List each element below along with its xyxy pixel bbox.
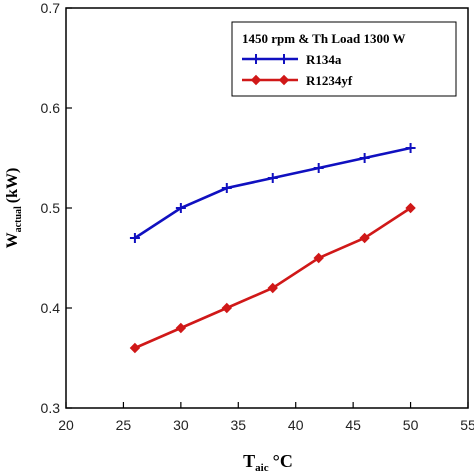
x-tick-label: 40	[288, 417, 304, 433]
data-point	[129, 233, 140, 243]
series-line	[134, 206, 412, 350]
x-tick-label: 45	[345, 417, 361, 433]
y-axis-title: Wactual (kW)	[4, 168, 24, 249]
y-tick-label: 0.7	[41, 0, 61, 16]
x-tick-label: 30	[173, 417, 189, 433]
x-tick-label: 55	[460, 417, 474, 433]
data-point	[267, 173, 278, 183]
series-r1234yf	[129, 202, 416, 354]
x-tick-label: 25	[116, 417, 132, 433]
y-tick-label: 0.5	[41, 200, 61, 216]
x-axis-ticks: 20 25 30 35 40 45 50 55	[58, 402, 474, 433]
x-axis-title-unit: °C	[273, 451, 293, 471]
data-point	[405, 202, 416, 214]
y-axis-ticks: 0.3 0.4 0.5 0.6 0.7	[41, 0, 72, 416]
x-axis-title: Taic °C	[243, 451, 293, 474]
legend-marker	[278, 74, 290, 86]
data-point	[221, 183, 232, 193]
data-point	[359, 232, 370, 244]
legend-entry: R1234yf	[242, 73, 353, 88]
y-tick-label: 0.6	[41, 100, 61, 116]
data-point	[313, 252, 324, 264]
y-axis-title-sub: actual	[13, 206, 24, 232]
legend-entry: R134a	[242, 52, 342, 67]
legend-marker	[279, 54, 289, 64]
series-line	[134, 146, 411, 240]
series-layer	[129, 143, 416, 354]
data-point	[313, 163, 324, 173]
x-axis-title-sub: aic	[255, 462, 269, 474]
data-point	[359, 153, 370, 163]
y-axis-title-unit: (kW)	[4, 168, 21, 204]
x-tick-label: 35	[230, 417, 246, 433]
x-axis-title-main: T	[243, 451, 255, 471]
data-point	[175, 322, 187, 334]
data-point	[175, 203, 186, 213]
y-axis-title-main: W	[4, 232, 21, 248]
series-r134a	[129, 143, 416, 243]
x-tick-label: 20	[58, 417, 74, 433]
data-point	[405, 143, 416, 153]
legend-marker	[250, 74, 262, 86]
legend-label: R134a	[306, 52, 342, 67]
x-tick-label: 50	[403, 417, 419, 433]
data-point	[129, 342, 141, 354]
legend-title: 1450 rpm & Th Load 1300 W	[242, 31, 406, 46]
data-point	[221, 302, 233, 314]
y-tick-label: 0.3	[41, 400, 61, 416]
legend-entries: R134a R1234yf	[242, 52, 353, 88]
legend-marker	[251, 54, 261, 64]
legend-label: R1234yf	[306, 73, 353, 88]
y-tick-label: 0.4	[41, 300, 61, 316]
data-point	[267, 282, 278, 294]
legend: 1450 rpm & Th Load 1300 W R134a R1234yf	[231, 21, 457, 97]
